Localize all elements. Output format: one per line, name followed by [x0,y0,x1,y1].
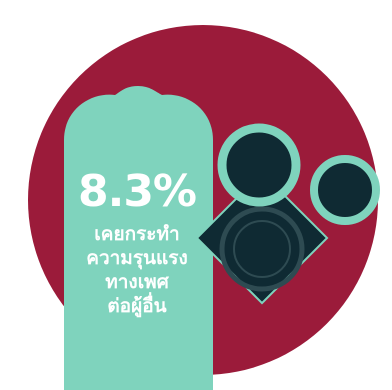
caption-line: เคยกระทำ [94,223,180,245]
stat-block: 8.3% เคยกระทำ ความรุนแรง ทางเพศ ต่อผู้อื… [70,170,210,318]
condom-wrapper-diamond [195,171,329,305]
condom-ring-icon [217,123,301,207]
caption-line: ต่อผู้อื่น [107,295,167,317]
stat-caption: เคยกระทำ ความรุนแรง ทางเพศ ต่อผู้อื่น [64,222,210,318]
caption-line: ทางเพศ [105,271,169,293]
caption-line: ความรุนแรง [86,247,188,269]
stat-value: 8.3% [77,166,197,217]
condom-shape [64,86,213,390]
condom-ring-icon [310,155,380,225]
